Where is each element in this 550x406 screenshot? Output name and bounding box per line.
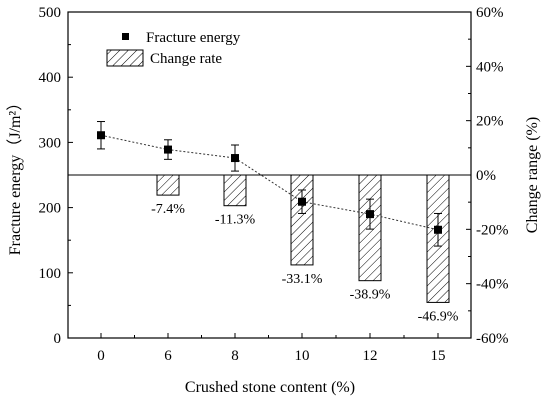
change-rate-label: -7.4% xyxy=(151,202,185,217)
y-right-tick-label: -60% xyxy=(476,331,509,347)
x-tick-label: 10 xyxy=(295,348,310,364)
data-labels-layer: -7.4% -11.3% -33.1% -38.9% -46.9% xyxy=(151,202,459,324)
y-left-tick-label: 0 xyxy=(54,331,62,347)
y-left-tick-label: 100 xyxy=(39,266,62,282)
ticks-layer: 0 100 200 300 400 500 -60% -40% -20% 0% 20% 40% 60% 0… xyxy=(39,5,509,364)
y-right-tick-label: -40% xyxy=(476,277,509,293)
legend-label-change-rate: Change rate xyxy=(150,51,222,67)
y-left-tick-label: 400 xyxy=(39,70,62,86)
x-tick-label: 15 xyxy=(431,348,446,364)
fracture-energy-point xyxy=(164,145,172,154)
y-right-tick-label: -20% xyxy=(476,222,509,238)
y-axis-left-title: Fracture energy（J/m²） xyxy=(6,95,24,255)
x-axis-title: Crushed stone content (%) xyxy=(185,379,355,396)
y-right-tick-label: 20% xyxy=(476,114,504,130)
points-layer xyxy=(97,121,442,247)
x-tick-label: 6 xyxy=(164,348,172,364)
legend: Fracture energy Change rate xyxy=(106,30,241,67)
legend-label-fracture-energy: Fracture energy xyxy=(146,30,241,46)
x-tick-label: 12 xyxy=(363,348,378,364)
fracture-energy-point xyxy=(298,197,306,206)
y-right-tick-label: 60% xyxy=(476,5,504,21)
change-rate-label: -33.1% xyxy=(282,272,323,287)
y-right-tick-label: 0% xyxy=(476,168,496,184)
legend-marker-fracture-energy xyxy=(122,33,129,40)
change-rate-bar xyxy=(156,174,180,196)
y-left-tick-label: 200 xyxy=(39,201,62,217)
bars-layer xyxy=(156,174,450,303)
y-axis-right-title: Change range (%) xyxy=(524,117,541,233)
fracture-energy-point xyxy=(366,210,374,219)
legend-swatch-change-rate xyxy=(106,49,144,67)
change-rate-bar xyxy=(290,174,314,266)
fracture-energy-line xyxy=(100,134,439,231)
x-tick-label: 0 xyxy=(97,348,105,364)
line-layer xyxy=(100,134,439,231)
y-left-tick-label: 500 xyxy=(39,5,62,21)
change-rate-label: -11.3% xyxy=(215,213,256,228)
change-rate-label: -46.9% xyxy=(418,309,459,324)
x-tick-label: 8 xyxy=(231,348,239,364)
change-rate-bar xyxy=(223,174,247,207)
y-left-tick-label: 300 xyxy=(39,135,62,151)
fracture-energy-point xyxy=(434,225,442,234)
fracture-energy-point xyxy=(97,131,105,140)
fracture-energy-point xyxy=(231,154,239,163)
y-right-tick-label: 40% xyxy=(476,59,504,75)
change-rate-label: -38.9% xyxy=(350,288,391,303)
